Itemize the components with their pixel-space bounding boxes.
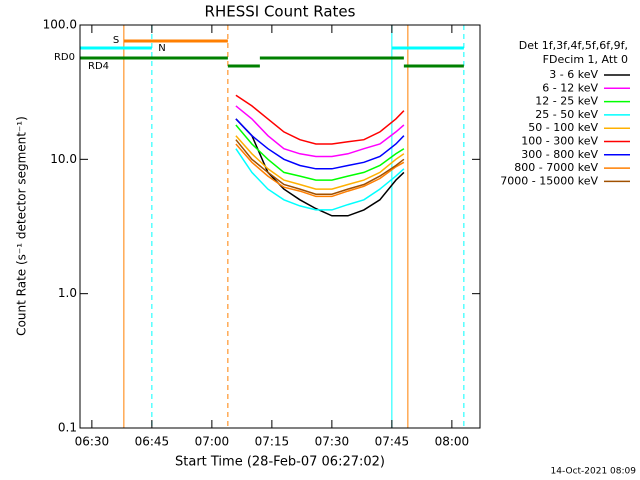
x-tick-label: 08:00 xyxy=(435,435,470,449)
x-axis-label: Start Time (28-Feb-07 06:27:02) xyxy=(175,455,385,470)
legend-label: 25 - 50 keV xyxy=(535,108,598,121)
flag-label: RD0 xyxy=(54,52,75,63)
x-tick-label: 07:45 xyxy=(375,435,410,449)
legend-label: 300 - 800 keV xyxy=(521,148,598,161)
x-tick-label: 07:30 xyxy=(315,435,350,449)
y-tick-label: 100.0 xyxy=(43,18,77,32)
legend-header: FDecim 1, Att 0 xyxy=(543,53,628,66)
series-line xyxy=(235,143,405,198)
y-tick-label: 1.0 xyxy=(58,286,77,300)
series-line xyxy=(235,148,405,211)
flag-label: RD4 xyxy=(88,61,109,72)
chart-title: RHESSI Count Rates xyxy=(205,3,356,21)
series-line xyxy=(235,105,405,158)
legend-label: 3 - 6 keV xyxy=(549,68,598,81)
x-tick-label: 06:45 xyxy=(135,435,170,449)
legend-label: 6 - 12 keV xyxy=(542,81,598,94)
x-tick-label: 06:30 xyxy=(75,435,110,449)
x-tick-label: 07:00 xyxy=(195,435,230,449)
legend-label: 800 - 7000 keV xyxy=(514,161,598,174)
legend-header: Det 1f,3f,4f,5f,6f,9f, xyxy=(519,39,628,52)
series-line xyxy=(235,118,405,170)
y-tick-label: 0.1 xyxy=(58,421,77,435)
legend-label: 100 - 300 keV xyxy=(521,135,598,148)
plot-frame xyxy=(79,24,481,429)
x-tick-label: 07:15 xyxy=(255,435,290,449)
series-line xyxy=(235,139,405,195)
y-axis-label: Count Rate (s⁻¹ detector segment⁻¹) xyxy=(15,116,29,336)
series-line xyxy=(235,135,405,190)
series-line xyxy=(235,94,405,145)
legend-label: 50 - 100 keV xyxy=(528,121,598,134)
flag-label: S xyxy=(113,35,119,46)
legend-label: 7000 - 15000 keV xyxy=(500,174,598,187)
footer: 14-Oct-2021 08:09 xyxy=(551,467,637,477)
y-tick-label: 10.0 xyxy=(50,152,77,166)
legend-label: 12 - 25 keV xyxy=(535,95,598,108)
flag-label: N xyxy=(158,43,165,54)
series-line xyxy=(235,124,405,181)
